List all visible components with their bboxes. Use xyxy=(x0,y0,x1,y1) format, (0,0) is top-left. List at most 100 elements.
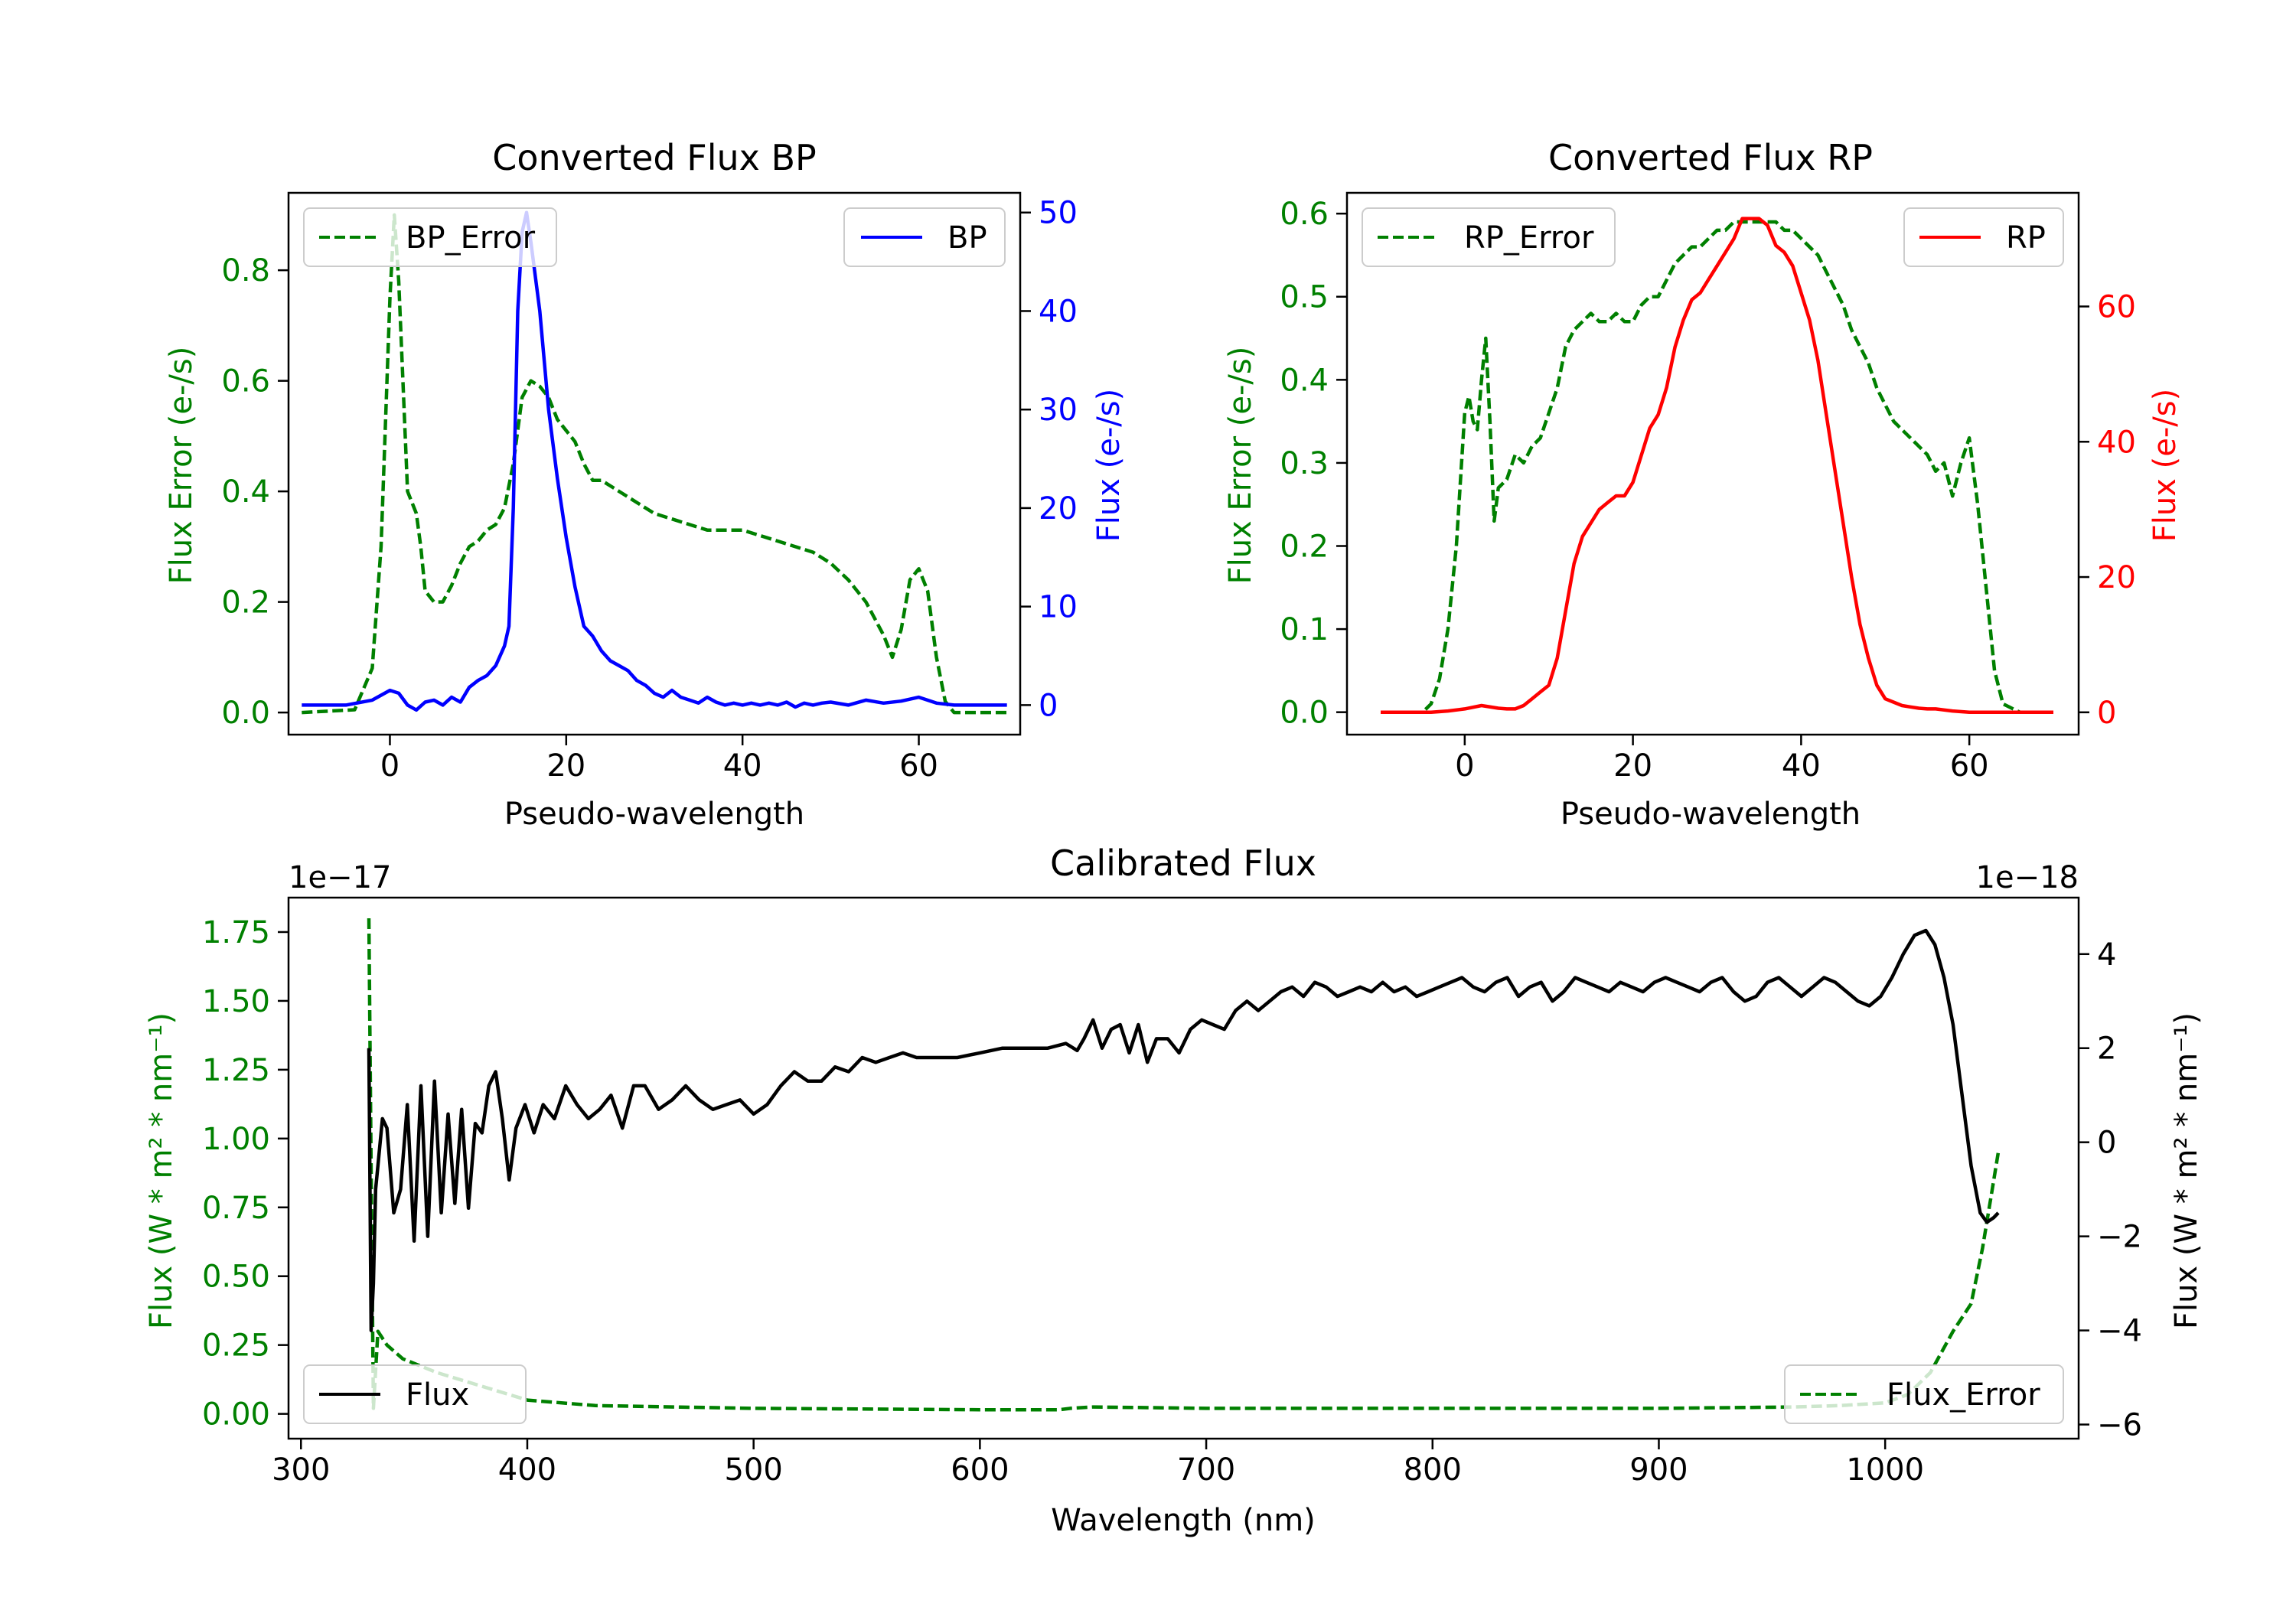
bp-title: Converted Flux BP xyxy=(492,137,817,178)
rp-legend-flux: RP xyxy=(1903,207,2064,267)
bp-xtick-label: 60 xyxy=(899,748,938,784)
cal-legend-error: Flux_Error xyxy=(1784,1364,2064,1424)
rp-series-rp xyxy=(1381,217,2053,715)
bp-lines xyxy=(302,210,1007,715)
rp-ylabel-right: Flux (e-/s) xyxy=(2148,389,2183,542)
cal-legend-error-box xyxy=(1784,1364,2064,1424)
panel-converted-flux-rp: Converted Flux RP Pseudo-wavelength Flux… xyxy=(1223,137,2183,832)
cal-xlabel: Wavelength (nm) xyxy=(1051,1503,1316,1538)
cal-xtick-label: 700 xyxy=(1177,1452,1235,1488)
cal-xtick-label: 500 xyxy=(724,1452,782,1488)
cal-legend-flux-box xyxy=(303,1364,527,1424)
cal-ytick-right-label: −4 xyxy=(2097,1314,2142,1349)
bp-ytick-right-label: 20 xyxy=(1039,491,1078,526)
panel-converted-flux-bp: Converted Flux BP Pseudo-wavelength Flux… xyxy=(164,137,1127,832)
rp-ytick-right-label: 40 xyxy=(2097,425,2136,460)
rp-xlabel: Pseudo-wavelength xyxy=(1561,797,1861,832)
rp-xtick-label: 60 xyxy=(1950,748,1989,784)
cal-ylabel-right: Flux (W * m² * nm⁻¹) xyxy=(2169,1012,2204,1329)
bp-ytick-left-label: 0.2 xyxy=(221,585,270,621)
cal-ytick-left-label: 0.75 xyxy=(202,1191,270,1226)
cal-title: Calibrated Flux xyxy=(1050,843,1316,884)
cal-xtick-label: 1000 xyxy=(1846,1452,1924,1488)
cal-ytick-left-label: 0.25 xyxy=(202,1328,270,1364)
rp-legend-flux-label: RP xyxy=(2006,220,2046,256)
cal-ytick-left-label: 1.25 xyxy=(202,1053,270,1088)
bp-ytick-left-label: 0.8 xyxy=(221,253,270,288)
rp-legend-error-label: RP_Error xyxy=(1464,220,1594,256)
cal-ytick-left-label: 1.00 xyxy=(202,1122,270,1157)
bp-ytick-right-label: 30 xyxy=(1039,393,1078,428)
rp-ytick-left-label: 0.6 xyxy=(1280,197,1329,232)
bp-ticks: 0 20 40 60 0.0 0.2 0.4 0.6 0.8 0 10 20 30 40 50 xyxy=(221,196,1078,784)
bp-series-bp-error xyxy=(302,213,1007,715)
cal-axes-frame xyxy=(287,896,2080,1440)
bp-xtick-label: 20 xyxy=(546,748,585,784)
cal-legend-error-label: Flux_Error xyxy=(1887,1377,2040,1413)
bp-ytick-right-label: 0 xyxy=(1039,688,1058,723)
cal-lines xyxy=(367,918,2001,1412)
cal-ytick-left-label: 1.75 xyxy=(202,915,270,950)
rp-legend-flux-box xyxy=(1903,207,2064,267)
bp-legend-flux: BP xyxy=(843,207,1006,267)
rp-ytick-left-label: 0.1 xyxy=(1280,612,1329,647)
rp-lines xyxy=(1381,217,2053,715)
rp-ytick-right-label: 0 xyxy=(2097,696,2116,731)
bp-ytick-right-label: 50 xyxy=(1039,196,1078,231)
cal-offset-right: 1e−18 xyxy=(1976,860,2079,895)
rp-legend-error-box xyxy=(1362,207,1616,267)
rp-xtick-label: 0 xyxy=(1455,748,1474,784)
cal-series-flux xyxy=(367,928,2000,1332)
rp-ticks: 0 20 40 60 0.0 0.1 0.2 0.3 0.4 0.5 0.6 0 20 40 60 xyxy=(1280,197,2136,784)
rp-ytick-left-label: 0.4 xyxy=(1280,363,1329,398)
bp-ytick-left-label: 0.0 xyxy=(221,696,270,731)
cal-ytick-right-label: −2 xyxy=(2097,1220,2142,1255)
cal-ylabel-left: Flux (W * m² * nm⁻¹) xyxy=(144,1012,179,1329)
rp-xtick-label: 20 xyxy=(1613,748,1652,784)
cal-ytick-right-label: 0 xyxy=(2097,1126,2116,1161)
bp-ytick-left-label: 0.4 xyxy=(221,474,270,510)
cal-ticks: 300 400 500 600 700 800 900 1000 0.00 0.25 0.50 0.7… xyxy=(202,915,2142,1488)
cal-xtick-label: 800 xyxy=(1404,1452,1462,1488)
bp-xtick-label: 0 xyxy=(380,748,400,784)
rp-ylabel-left: Flux Error (e-/s) xyxy=(1223,347,1258,585)
cal-xtick-label: 600 xyxy=(951,1452,1009,1488)
cal-xtick-label: 400 xyxy=(498,1452,556,1488)
rp-ytick-right-label: 60 xyxy=(2097,289,2136,324)
cal-ytick-left-label: 1.50 xyxy=(202,984,270,1019)
cal-xtick-label: 900 xyxy=(1629,1452,1688,1488)
cal-xtick-label: 300 xyxy=(272,1452,330,1488)
rp-title: Converted Flux RP xyxy=(1548,137,1873,178)
cal-legend-flux: Flux xyxy=(303,1364,527,1424)
bp-legend-error: BP_Error xyxy=(303,207,557,267)
panel-calibrated-flux: Calibrated Flux Wavelength (nm) 1e−17 1e… xyxy=(144,843,2204,1538)
bp-series-bp xyxy=(302,210,1007,712)
bp-xtick-label: 40 xyxy=(723,748,762,784)
rp-legend-error: RP_Error xyxy=(1362,207,1616,267)
bp-legend-flux-box xyxy=(843,207,1006,267)
bp-ylabel-left: Flux Error (e-/s) xyxy=(164,347,199,585)
cal-ytick-right-label: 2 xyxy=(2097,1032,2116,1067)
cal-ytick-right-label: 4 xyxy=(2097,937,2116,973)
bp-ytick-left-label: 0.6 xyxy=(221,364,270,399)
bp-ytick-right-label: 40 xyxy=(1039,294,1078,329)
cal-ytick-left-label: 0.00 xyxy=(202,1397,270,1433)
cal-ytick-left-label: 0.50 xyxy=(202,1260,270,1295)
bp-axes-frame xyxy=(287,191,1022,736)
rp-axes-frame xyxy=(1345,191,2080,736)
bp-ytick-right-label: 10 xyxy=(1039,590,1078,625)
rp-ytick-left-label: 0.2 xyxy=(1280,530,1329,565)
cal-legend-flux-label: Flux xyxy=(406,1377,469,1413)
rp-ytick-left-label: 0.5 xyxy=(1280,280,1329,315)
rp-xtick-label: 40 xyxy=(1782,748,1821,784)
rp-ytick-left-label: 0.0 xyxy=(1280,696,1329,731)
bp-legend-error-box xyxy=(303,207,557,267)
cal-offset-left: 1e−17 xyxy=(289,860,391,895)
bp-legend-error-label: BP_Error xyxy=(406,220,536,256)
rp-ytick-left-label: 0.3 xyxy=(1280,446,1329,481)
bp-ylabel-right: Flux (e-/s) xyxy=(1091,389,1127,542)
bp-xlabel: Pseudo-wavelength xyxy=(504,797,804,832)
cal-series-flux-error xyxy=(367,918,2001,1412)
cal-ytick-right-label: −6 xyxy=(2097,1408,2142,1443)
